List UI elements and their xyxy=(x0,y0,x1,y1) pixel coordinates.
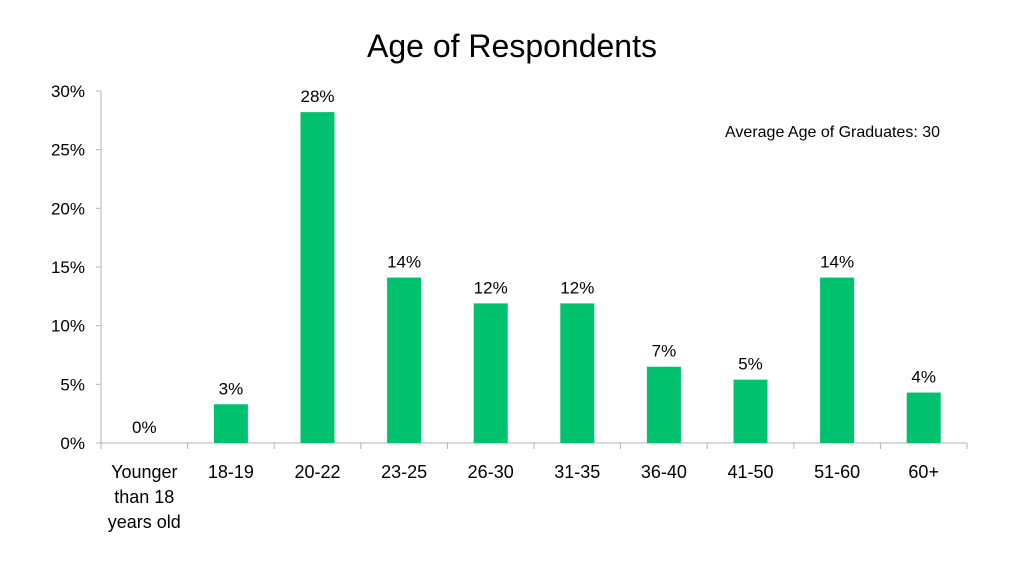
y-tick-label: 25% xyxy=(51,141,85,160)
category-label: 31-35 xyxy=(554,462,600,482)
data-label: 3% xyxy=(219,379,244,398)
data-label: 14% xyxy=(820,253,854,272)
data-label: 28% xyxy=(300,87,334,106)
bar xyxy=(300,112,335,444)
data-label: 4% xyxy=(911,368,936,387)
data-label: 12% xyxy=(474,278,508,297)
y-tick-label: 30% xyxy=(51,82,85,101)
average-age-annotation: Average Age of Graduates: 30 xyxy=(725,124,940,141)
y-tick-label: 0% xyxy=(60,434,85,453)
category-label: 51-60 xyxy=(814,462,860,482)
data-label: 5% xyxy=(738,355,763,374)
chart-title: Age of Respondents xyxy=(367,28,657,64)
category-label: 18-19 xyxy=(208,462,254,482)
category-label: Younger than 18 years old xyxy=(108,462,181,532)
category-label: 20-22 xyxy=(294,462,340,482)
y-tick-label: 20% xyxy=(51,199,85,218)
bar xyxy=(213,404,248,443)
bar xyxy=(560,303,595,443)
bar xyxy=(906,392,941,443)
labels: 0% Younger than 18 years old 3% 18-19 28% 20-22… xyxy=(108,87,940,532)
bar xyxy=(387,277,422,443)
data-label: 12% xyxy=(560,278,594,297)
category-label: 26-30 xyxy=(468,462,514,482)
category-label: 23-25 xyxy=(381,462,427,482)
data-label: 14% xyxy=(387,253,421,272)
bar xyxy=(820,277,855,443)
data-label: 0% xyxy=(132,418,157,437)
y-tick-label: 15% xyxy=(51,258,85,277)
data-label: 7% xyxy=(652,342,677,361)
bar xyxy=(646,366,681,443)
category-label: 36-40 xyxy=(641,462,687,482)
y-tick-label: 5% xyxy=(60,375,85,394)
bars xyxy=(213,112,941,444)
category-label: 60+ xyxy=(908,462,939,482)
category-label: 41-50 xyxy=(727,462,773,482)
bar xyxy=(473,303,508,443)
bar xyxy=(733,379,768,443)
y-tick-label: 10% xyxy=(51,317,85,336)
axes: 0% 5% 10% 15% 20% 25% 30% xyxy=(51,82,968,453)
